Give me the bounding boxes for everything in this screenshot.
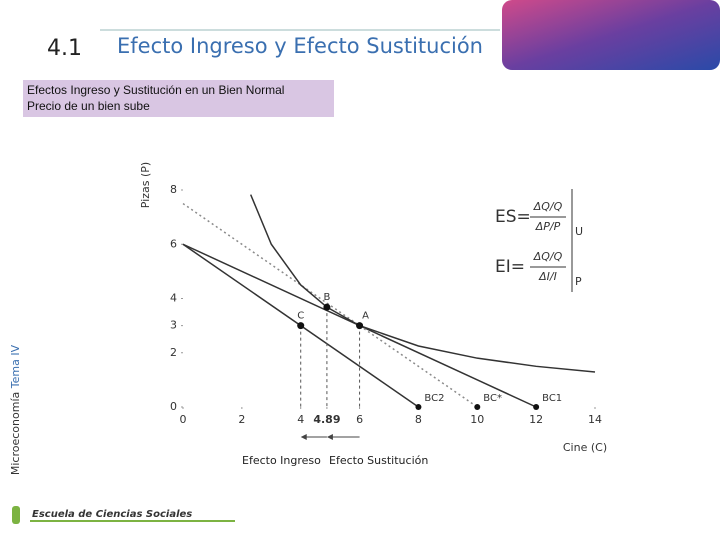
subtitle: Efectos Ingreso y Sustitución en un Bien… [27,83,284,97]
subtitle-box [23,80,334,117]
series-label: BC2 [424,393,444,404]
course: Microeconomía [9,392,22,475]
formula-lhs: ES= [495,207,531,227]
side-label: Microeconomía Tema IV [9,344,22,475]
x-tick-label: 4.89 [313,413,340,426]
x-tick-label: 14 [588,413,602,426]
subtitle: Precio de un bien sube [27,99,150,113]
y-axis-label: Pizas (P) [139,162,152,208]
y-tick-label: 2 [170,346,177,359]
x-tick-label: 8 [415,413,422,426]
header-image [502,0,720,70]
intercept [474,404,481,410]
y-tick-label: 8 [170,183,177,196]
series-label: BC* [483,393,502,404]
series-label: BC1 [542,393,562,404]
x-tick-label: 0 [180,413,187,426]
arrow-head [326,434,333,440]
x-tick-label: 10 [470,413,484,426]
slide-title: Efecto Ingreso y Efecto Sustitución [117,34,483,58]
formula-den: ΔP/P [535,220,561,233]
arrow-head [300,434,307,440]
topic: Tema IV [9,344,22,389]
formula-lhs: EI= [495,257,525,277]
formula-tag: U [575,225,583,238]
point [297,322,305,330]
x-tick-label: 12 [529,413,543,426]
x-tick-label: 2 [238,413,245,426]
school: Escuela de Ciencias Sociales [32,509,192,520]
point-label: C [297,311,304,322]
effect-label: Efecto Ingreso [242,454,321,467]
effect-label: Efecto Sustitución [329,454,428,467]
section-number: 4.1 [47,36,82,61]
x-tick-label: 6 [356,413,363,426]
logo-mark [12,506,20,524]
formula-den: ΔI/I [538,270,557,283]
x-tick-label: 4 [297,413,304,426]
y-tick-label: 0 [170,400,177,413]
intercept [415,404,422,410]
formula-num: ΔQ/Q [533,250,563,263]
intercept [533,404,540,410]
y-tick-label: 4 [170,292,177,305]
y-tick-label: 6 [170,237,177,250]
formula-num: ΔQ/Q [533,200,563,213]
point [356,322,364,330]
series-line [182,202,478,408]
point [323,303,331,311]
y-tick-label: 3 [170,319,177,332]
point-label: B [323,292,330,303]
x-axis-label: Cine (C) [563,441,607,454]
formula-tag: P [575,275,582,288]
point-label: A [362,311,369,322]
